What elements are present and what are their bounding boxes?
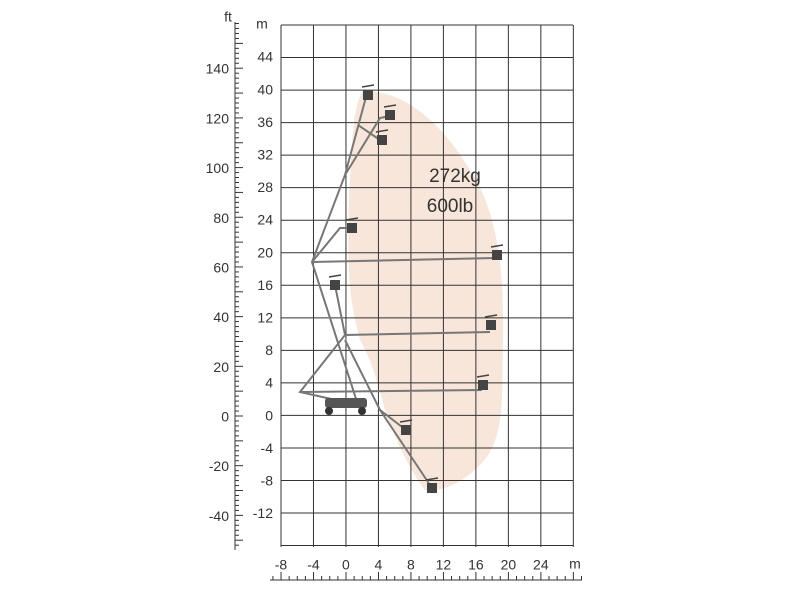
m-y-label: -12 (253, 505, 273, 521)
m-y-label: 36 (257, 114, 273, 130)
platform (385, 110, 395, 120)
wheel (325, 407, 333, 415)
ft-label: -20 (209, 458, 229, 474)
ft-label: 120 (206, 110, 230, 126)
platform-rail (375, 129, 389, 133)
platforms (328, 84, 504, 493)
boom (311, 257, 496, 263)
working-envelope (348, 91, 504, 491)
platform (347, 223, 357, 233)
m-y-label: 40 (257, 81, 273, 97)
m-y-label: 16 (257, 277, 273, 293)
m-x-label: 4 (375, 557, 383, 573)
m-y-label: 0 (265, 407, 273, 423)
ft-label: 60 (213, 259, 229, 275)
m-y-label: 4 (265, 375, 273, 391)
m-y-label: 44 (257, 49, 273, 65)
m-x-label: -4 (307, 557, 320, 573)
m-unit-left: m (256, 16, 268, 32)
platform (486, 320, 496, 330)
boom (310, 96, 367, 406)
ft-label: 140 (206, 61, 230, 77)
platform-rail (328, 274, 342, 278)
capacity-lb: 600lb (427, 196, 474, 217)
m-x-label: 8 (407, 557, 415, 573)
ft-label: -40 (209, 508, 229, 524)
m-y-label: -4 (261, 440, 274, 456)
boom (344, 331, 491, 336)
platform (478, 380, 488, 390)
m-y-label: 28 (257, 179, 273, 195)
platform-rail (383, 104, 397, 108)
platform-rail (476, 374, 490, 378)
m-y-label: -8 (261, 473, 274, 489)
platform (427, 483, 437, 493)
platform-rail (361, 84, 375, 88)
boom (357, 124, 381, 141)
boom (299, 389, 483, 393)
ft-label: 0 (221, 408, 229, 424)
m-unit-bottom: m (569, 556, 581, 572)
platform (363, 90, 373, 100)
platform-rail (490, 244, 504, 248)
m-x-label: 24 (533, 557, 549, 573)
platform-rail (399, 419, 413, 423)
ft-label: 40 (213, 309, 229, 325)
ft-label: 100 (206, 160, 230, 176)
platform-rail (345, 217, 359, 221)
platform (492, 250, 502, 260)
platform-rail (484, 314, 498, 318)
m-x-label: 0 (342, 557, 350, 573)
platform-rail (425, 477, 439, 481)
base-vehicle (325, 398, 367, 408)
m-x-label: 20 (501, 557, 517, 573)
m-y-label: 20 (257, 244, 273, 260)
m-y-label: 24 (257, 212, 273, 228)
platform (401, 425, 411, 435)
capacity-kg: 272kg (429, 166, 481, 187)
m-x-label: -8 (275, 557, 288, 573)
m-x-label: 16 (468, 557, 484, 573)
ft-label: 20 (213, 359, 229, 375)
m-x-label: 12 (436, 557, 452, 573)
ft-label: 80 (213, 210, 229, 226)
m-y-label: 8 (265, 342, 273, 358)
m-y-label: 32 (257, 147, 273, 163)
platform (377, 135, 387, 145)
ft-unit: ft (224, 9, 232, 25)
wheel (358, 407, 366, 415)
boom (298, 284, 359, 406)
platform (330, 280, 340, 290)
m-y-label: 12 (257, 310, 273, 326)
